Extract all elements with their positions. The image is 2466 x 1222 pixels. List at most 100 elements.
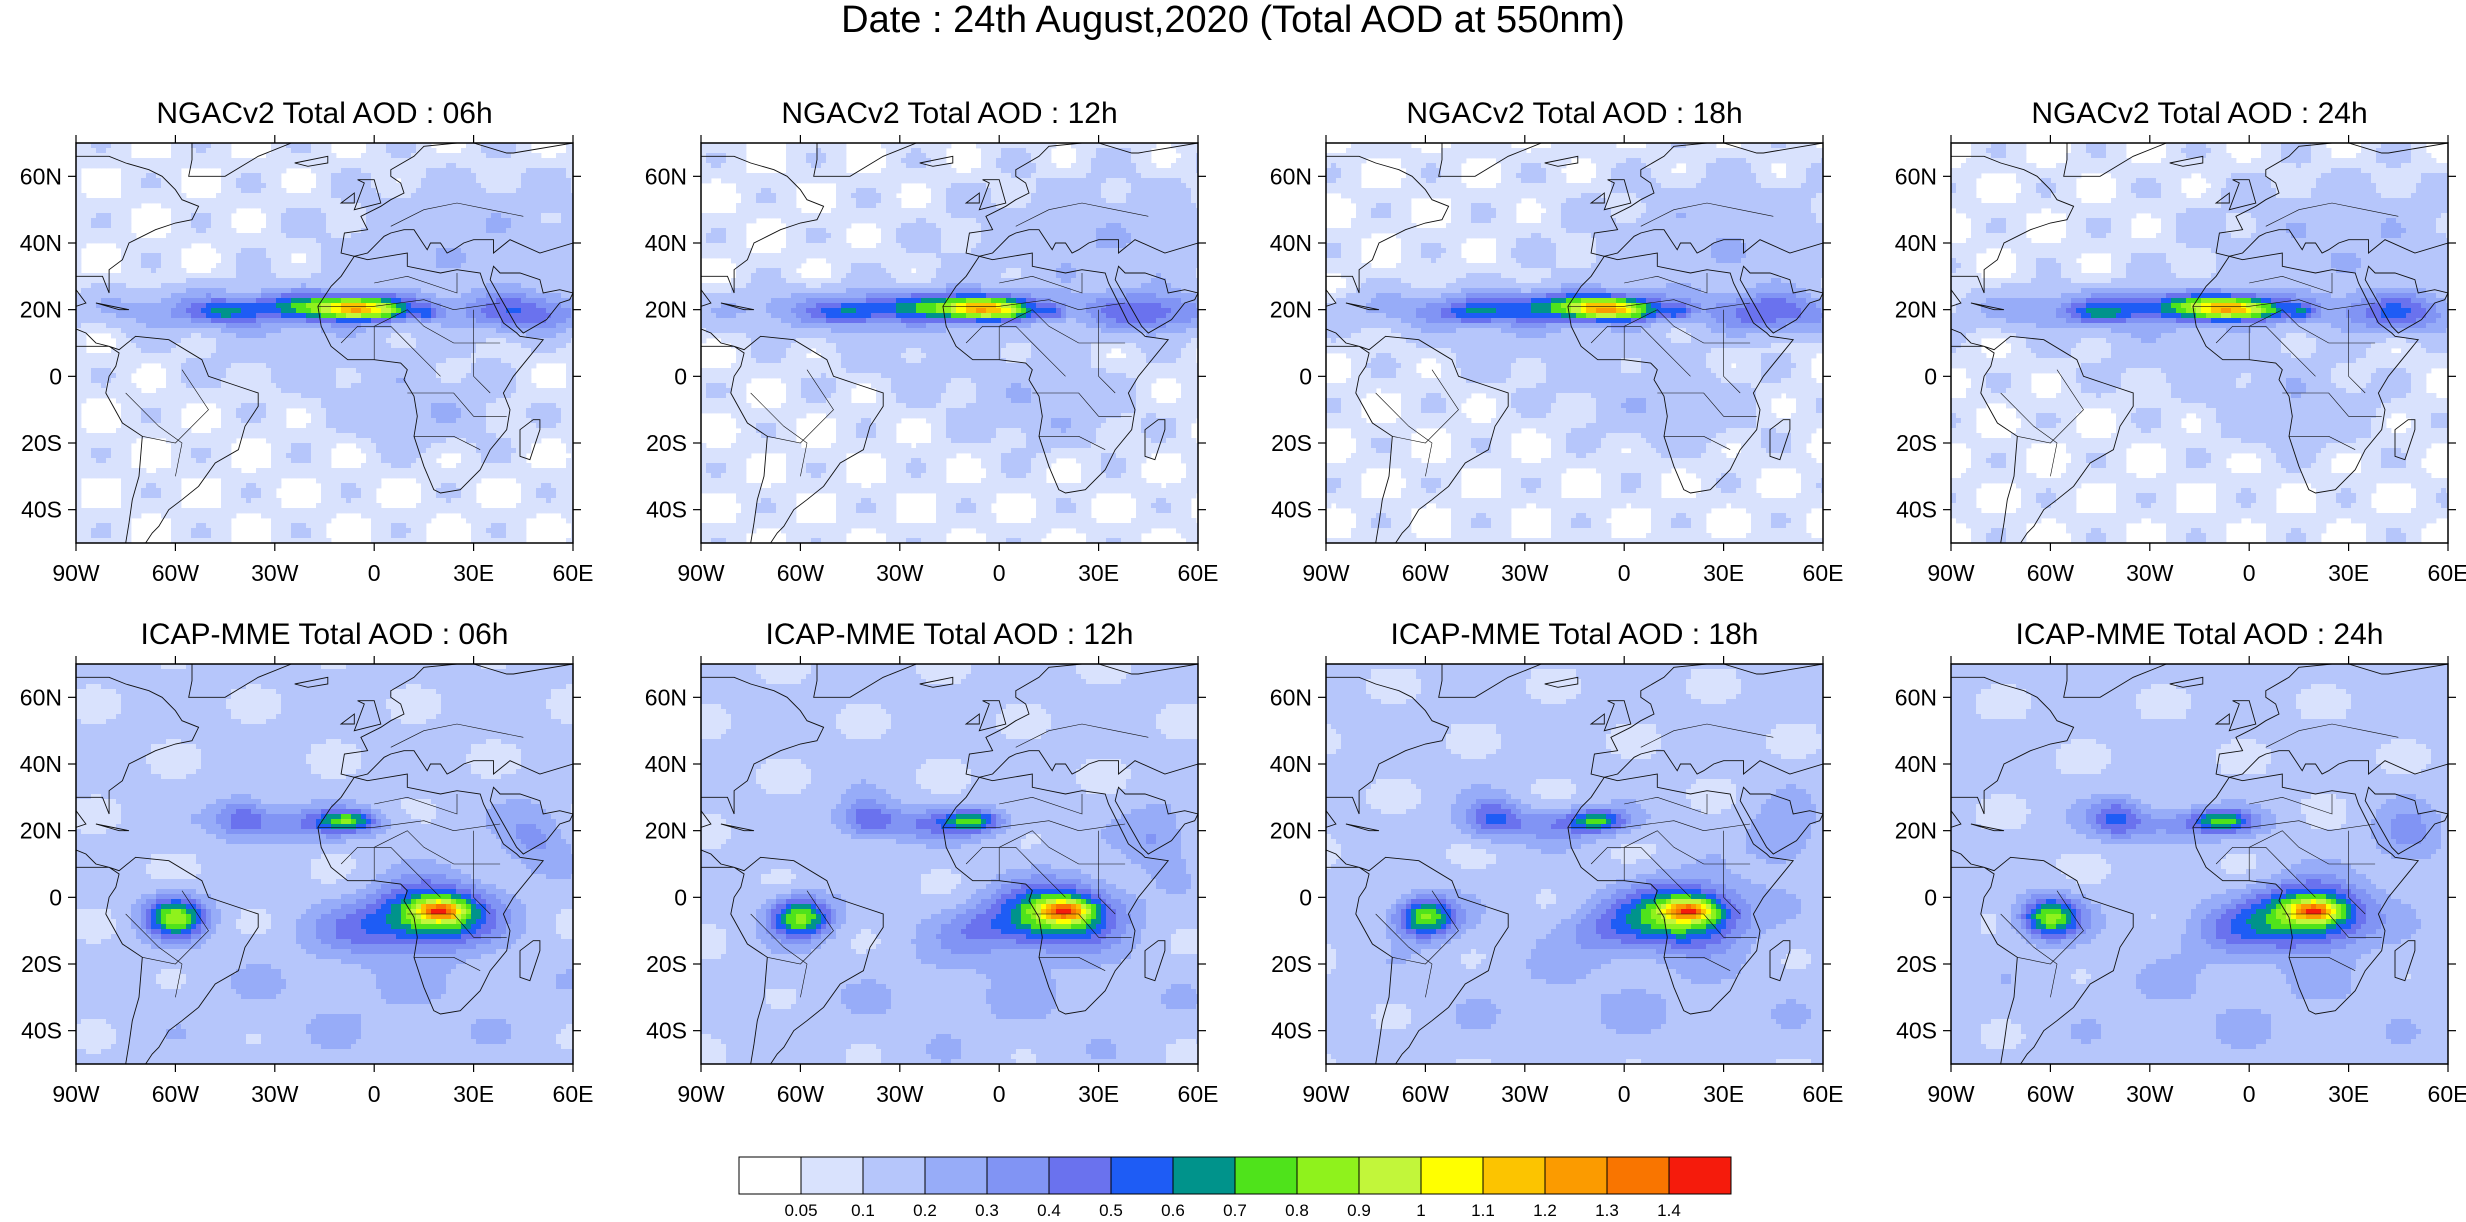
lat-tick-label: 20S xyxy=(1271,430,1312,456)
lon-tick-label: 30W xyxy=(251,560,299,586)
colorbar-label: 1.3 xyxy=(1595,1201,1619,1220)
aod-field xyxy=(1326,143,1823,543)
colorbar-label: 0.6 xyxy=(1161,1201,1185,1220)
lat-tick-label: 0 xyxy=(1299,884,1312,910)
lat-tick-label: 40N xyxy=(20,751,62,777)
colorbar-label: 1.4 xyxy=(1657,1201,1681,1220)
map-frame xyxy=(75,663,574,1065)
lat-tick-label: 20N xyxy=(645,818,687,844)
coastlines xyxy=(76,664,573,1064)
lat-tick-label: 40N xyxy=(1895,230,1937,256)
lon-tick-label: 30W xyxy=(1501,1081,1549,1107)
lat-tick-label: 60N xyxy=(1895,684,1937,710)
lat-tick-label: 40S xyxy=(1271,497,1312,523)
lat-tick-label: 40N xyxy=(20,230,62,256)
lon-tick-label: 30W xyxy=(2126,560,2174,586)
lat-tick-label: 0 xyxy=(674,884,687,910)
map-frame xyxy=(1325,142,1824,544)
lat-tick-label: 40S xyxy=(21,1018,62,1044)
colorbar-label: 0.05 xyxy=(784,1201,817,1220)
lon-tick-label: 90W xyxy=(1302,1081,1350,1107)
map-frame xyxy=(1325,663,1824,1065)
coastlines xyxy=(1951,143,2448,543)
colorbar-swatch xyxy=(1420,1156,1484,1195)
lat-tick-label: 40S xyxy=(1896,497,1937,523)
lat-tick-label: 20S xyxy=(646,430,687,456)
colorbar-swatch xyxy=(1234,1156,1298,1195)
lon-tick-label: 0 xyxy=(368,560,381,586)
lon-tick-label: 60E xyxy=(553,1081,594,1107)
lat-tick-label: 40N xyxy=(1270,751,1312,777)
colorbar-label: 0.5 xyxy=(1099,1201,1123,1220)
aod-field xyxy=(701,664,1198,1064)
lat-tick-label: 40N xyxy=(1895,751,1937,777)
colorbar-swatch xyxy=(862,1156,926,1195)
lon-tick-label: 60W xyxy=(777,1081,825,1107)
lon-tick-label: 0 xyxy=(993,1081,1006,1107)
map-frame xyxy=(1950,142,2449,544)
map-panel: NGACv2 Total AOD : 06h 60N 40N 20N 0 20S 40S 90… xyxy=(20,97,594,586)
colorbar-swatch xyxy=(1606,1156,1670,1195)
map-panel: ICAP-MME Total AOD : 18h 60N 40N 20N 0 20S 40S… xyxy=(1270,618,1844,1107)
colorbar-label: 0.8 xyxy=(1285,1201,1309,1220)
lon-tick-label: 30W xyxy=(876,1081,924,1107)
lon-tick-label: 0 xyxy=(1618,1081,1631,1107)
colorbar-swatch xyxy=(1172,1156,1236,1195)
lat-tick-label: 60N xyxy=(1895,163,1937,189)
colorbar-label: 0.4 xyxy=(1037,1201,1061,1220)
panel-title: NGACv2 Total AOD : 18h xyxy=(1406,97,1742,130)
lat-tick-label: 20N xyxy=(20,297,62,323)
coastlines xyxy=(76,143,573,543)
lat-tick-label: 0 xyxy=(49,363,62,389)
lon-tick-label: 60W xyxy=(1402,560,1450,586)
map-frame xyxy=(700,663,1199,1065)
colorbar-label: 0.1 xyxy=(851,1201,875,1220)
lat-tick-label: 20S xyxy=(1896,951,1937,977)
panel-title: ICAP-MME Total AOD : 18h xyxy=(1391,618,1759,651)
lon-tick-label: 90W xyxy=(52,560,100,586)
lat-tick-label: 60N xyxy=(1270,163,1312,189)
lon-tick-label: 30E xyxy=(453,560,494,586)
lon-tick-label: 60E xyxy=(1803,1081,1844,1107)
coastlines xyxy=(1326,143,1823,543)
colorbar-label: 1.2 xyxy=(1533,1201,1557,1220)
colorbar-label: 0.2 xyxy=(913,1201,937,1220)
map-panel: ICAP-MME Total AOD : 06h 60N 40N 20N 0 20S 40S… xyxy=(20,618,594,1107)
lon-tick-label: 0 xyxy=(993,560,1006,586)
lon-tick-label: 60E xyxy=(1178,1081,1219,1107)
map-panel: NGACv2 Total AOD : 24h 60N 40N 20N 0 20S 40S 90… xyxy=(1895,97,2466,586)
map-panel: NGACv2 Total AOD : 12h 60N 40N 20N 0 20S 40S 90… xyxy=(645,97,1219,586)
lat-tick-label: 40N xyxy=(645,751,687,777)
colorbar-swatch xyxy=(1544,1156,1608,1195)
lon-tick-label: 0 xyxy=(2243,560,2256,586)
colorbar-label: 0.3 xyxy=(975,1201,999,1220)
lon-tick-label: 30E xyxy=(1078,1081,1119,1107)
lat-tick-label: 0 xyxy=(1299,363,1312,389)
coastlines xyxy=(701,143,1198,543)
lon-tick-label: 30E xyxy=(1703,560,1744,586)
map-frame xyxy=(700,142,1199,544)
colorbar-swatch xyxy=(1296,1156,1360,1195)
aod-field xyxy=(1326,664,1823,1064)
lat-tick-label: 20S xyxy=(21,951,62,977)
lat-tick-label: 40S xyxy=(646,1018,687,1044)
lon-tick-label: 90W xyxy=(677,560,725,586)
map-panel: ICAP-MME Total AOD : 12h 60N 40N 20N 0 20S 40S… xyxy=(645,618,1219,1107)
panel-title: ICAP-MME Total AOD : 12h xyxy=(766,618,1134,651)
lat-tick-label: 20N xyxy=(1270,818,1312,844)
lat-tick-label: 20S xyxy=(1271,951,1312,977)
colorbar-swatch xyxy=(1668,1156,1732,1195)
lat-tick-label: 20S xyxy=(21,430,62,456)
lon-tick-label: 90W xyxy=(1927,1081,1975,1107)
map-frame xyxy=(1950,663,2449,1065)
lat-tick-label: 40S xyxy=(646,497,687,523)
panel-title: NGACv2 Total AOD : 12h xyxy=(781,97,1117,130)
colorbar-label: 1.1 xyxy=(1471,1201,1495,1220)
lon-tick-label: 30E xyxy=(453,1081,494,1107)
lat-tick-label: 40N xyxy=(1270,230,1312,256)
lat-tick-label: 0 xyxy=(1924,884,1937,910)
lon-tick-label: 60E xyxy=(1803,560,1844,586)
aod-field xyxy=(76,664,573,1064)
lon-tick-label: 30E xyxy=(1703,1081,1744,1107)
